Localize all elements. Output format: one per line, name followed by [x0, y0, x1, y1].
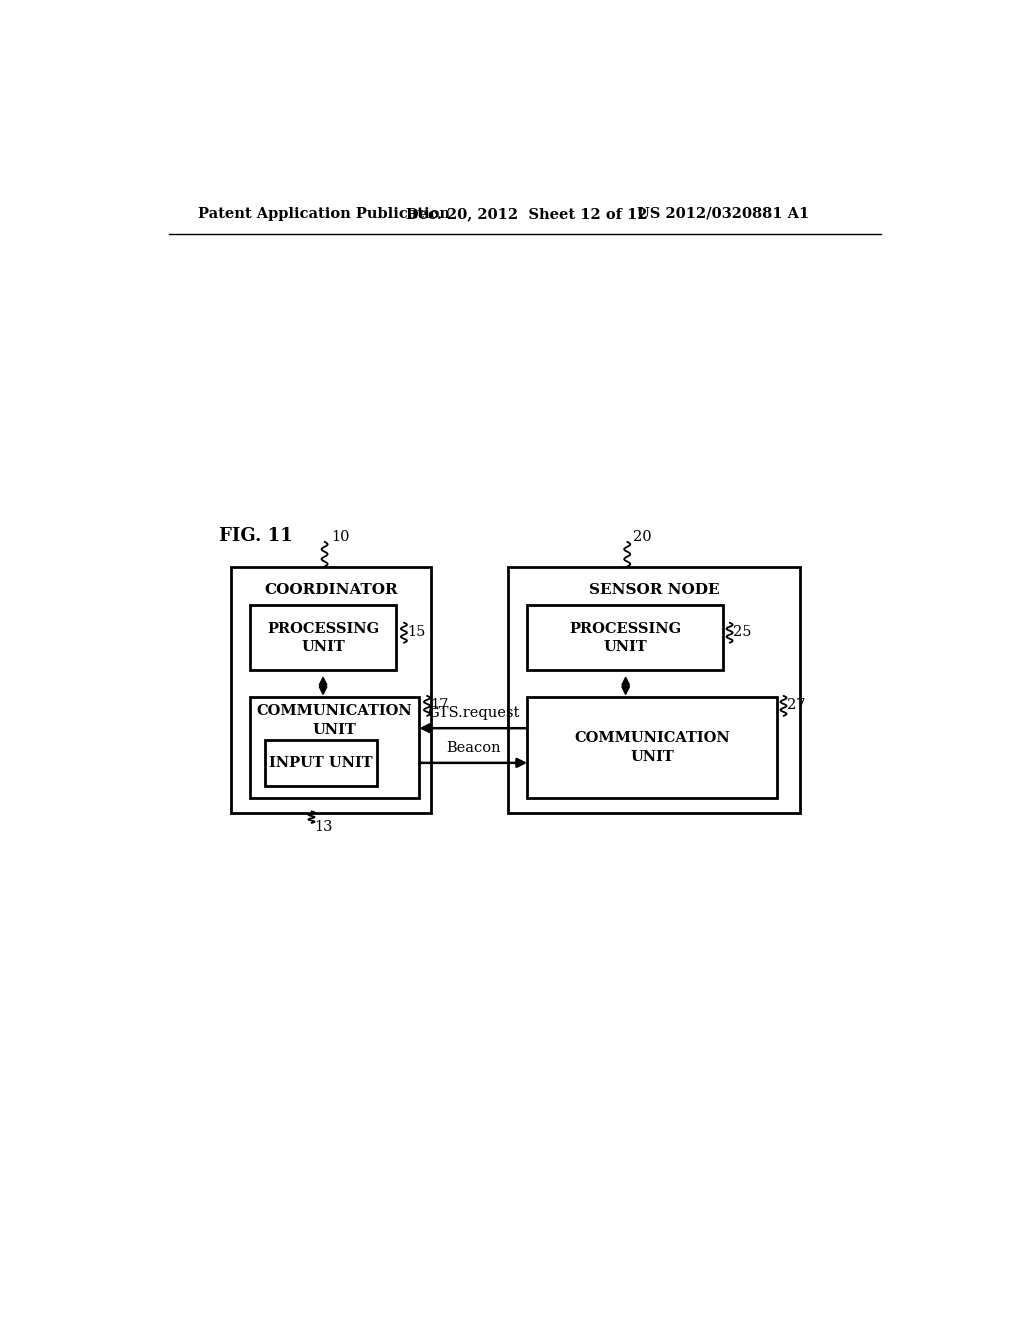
Bar: [250, 605, 396, 671]
Bar: [527, 697, 777, 797]
Text: SENSOR NODE: SENSOR NODE: [589, 582, 720, 597]
Bar: [250, 697, 419, 797]
Text: Beacon: Beacon: [445, 741, 501, 755]
Text: PROCESSING
UNIT: PROCESSING UNIT: [267, 622, 379, 653]
Bar: [265, 739, 377, 785]
Text: COMMUNICATION
UNIT: COMMUNICATION UNIT: [257, 705, 413, 737]
Text: US 2012/0320881 A1: US 2012/0320881 A1: [637, 207, 809, 220]
Text: 13: 13: [314, 820, 333, 834]
Text: FIG. 11: FIG. 11: [219, 527, 293, 545]
Text: 27: 27: [786, 698, 805, 711]
Text: PROCESSING
UNIT: PROCESSING UNIT: [569, 622, 681, 653]
Bar: [527, 605, 724, 671]
Text: Dec. 20, 2012  Sheet 12 of 12: Dec. 20, 2012 Sheet 12 of 12: [407, 207, 648, 220]
Text: 17: 17: [430, 698, 449, 711]
Text: 25: 25: [733, 624, 752, 639]
Text: INPUT UNIT: INPUT UNIT: [269, 756, 373, 770]
Text: COORDINATOR: COORDINATOR: [264, 582, 397, 597]
Text: GTS.request: GTS.request: [427, 706, 519, 721]
Bar: [230, 566, 431, 813]
Text: 20: 20: [634, 531, 652, 544]
Text: Patent Application Publication: Patent Application Publication: [199, 207, 451, 220]
Text: COMMUNICATION
UNIT: COMMUNICATION UNIT: [574, 731, 730, 764]
Text: 15: 15: [407, 624, 425, 639]
Bar: [508, 566, 801, 813]
Text: 10: 10: [331, 531, 349, 544]
